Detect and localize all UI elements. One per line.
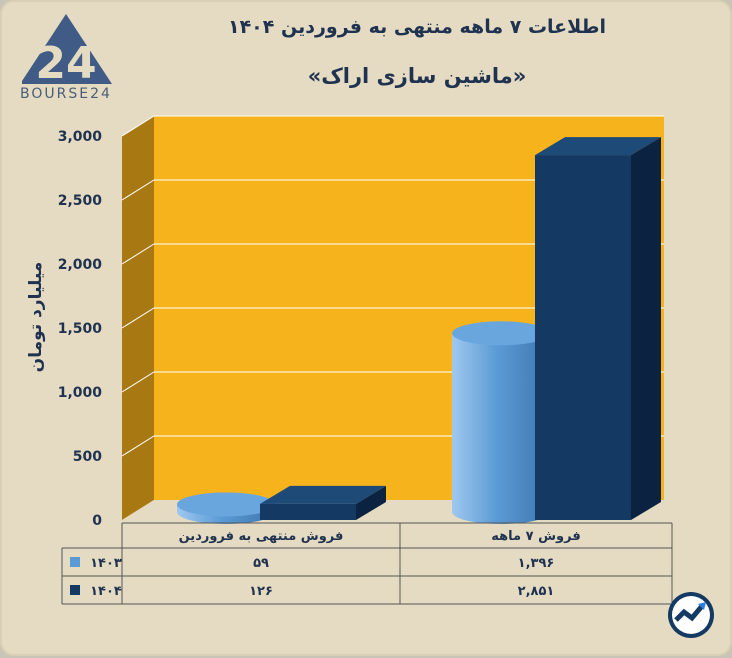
bourse24-logo: 24	[22, 14, 112, 89]
y-tick-label: 3,000	[58, 129, 103, 145]
y-tick-label: 1,000	[58, 385, 103, 401]
y-tick-label: 2,000	[58, 257, 103, 273]
bar-top-1	[177, 492, 275, 517]
bar-front-۱۴۰۴-0	[535, 155, 631, 520]
y-tick-label: 2,500	[58, 193, 103, 209]
legend-swatch-۱۴۰۴	[70, 585, 80, 595]
bar-۱۴۰۳-0	[452, 333, 550, 524]
brand-badge-icon	[668, 592, 714, 638]
bar-side-1	[356, 485, 386, 520]
y-tick-label: 1,500	[58, 321, 103, 337]
bar-side-0	[631, 137, 661, 520]
data-label: ۵۹	[253, 556, 269, 571]
y-tick-label: 0	[92, 513, 102, 529]
data-label: ۱۲۶	[249, 584, 273, 599]
y-tick-label: 500	[73, 449, 102, 465]
legend-swatch-۱۴۰۳	[70, 557, 80, 567]
legend-label: ۱۴۰۴	[90, 584, 122, 599]
bar-top-0	[452, 321, 550, 346]
data-label: ۱,۳۹۶	[518, 556, 555, 571]
gridline	[121, 179, 664, 201]
gridline	[121, 115, 664, 137]
chart-title: اطلاعات ۷ ماهه منتهی به فروردین ۱۴۰۴	[227, 16, 606, 38]
data-label: ۲,۸۵۱	[518, 584, 555, 599]
gridline	[121, 243, 664, 265]
logo-text: BOURSE24	[20, 86, 112, 102]
logo-number: 24	[35, 38, 96, 89]
bar-cap-0	[535, 137, 661, 156]
category-label: فروش ۷ ماهه	[491, 529, 580, 544]
legend-label: ۱۴۰۳	[90, 556, 122, 571]
bar-cap-1	[260, 485, 386, 504]
bar-front-۱۴۰۴-1	[260, 503, 356, 520]
chart-subtitle: «ماشین سازی اراک»	[307, 64, 527, 88]
gridline	[121, 307, 664, 329]
category-label: فروش منتهی به فروردین	[179, 529, 344, 544]
